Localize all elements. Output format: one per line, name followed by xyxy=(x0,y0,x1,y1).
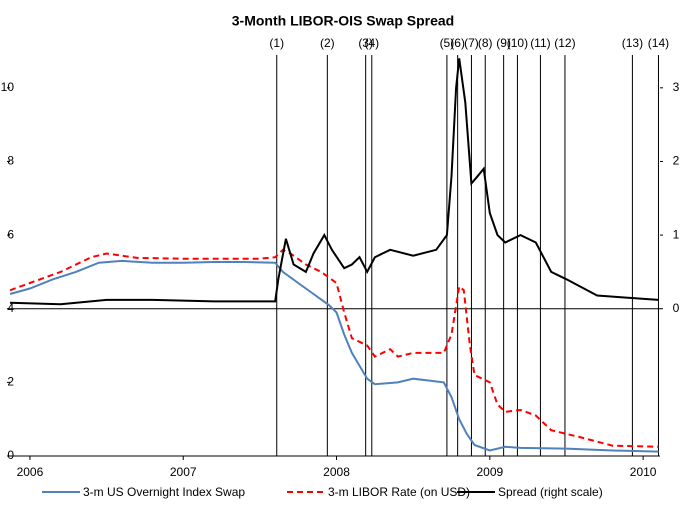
event-label: (14) xyxy=(648,36,669,50)
legend-label: Spread (right scale) xyxy=(498,485,603,499)
series-line xyxy=(9,259,659,453)
y-tick-label: 4 xyxy=(7,301,14,315)
y-tick-label: 8 xyxy=(7,154,14,168)
y2-tick-label: 2 xyxy=(673,154,680,168)
event-label: (9) xyxy=(496,36,511,50)
event-label: (10) xyxy=(507,36,528,50)
y2-tick-label: 3 xyxy=(673,80,680,94)
event-label: (13) xyxy=(622,36,643,50)
x-tick-label: 2007 xyxy=(170,465,197,479)
y2-tick-label: 0 xyxy=(673,301,680,315)
event-label: (2) xyxy=(320,36,335,50)
event-label: (4) xyxy=(364,36,379,50)
x-tick-label: 2010 xyxy=(630,465,657,479)
x-tick-label: 2006 xyxy=(17,465,44,479)
event-label: (3) xyxy=(358,36,373,50)
event-label: (7) xyxy=(464,36,479,50)
legend-label: 3-m US Overnight Index Swap xyxy=(83,485,245,499)
event-label: (8) xyxy=(478,36,493,50)
y-tick-label: 10 xyxy=(1,80,15,94)
y-tick-label: 0 xyxy=(7,448,14,462)
y-tick-label: 6 xyxy=(7,227,14,241)
event-label: (12) xyxy=(554,36,575,50)
x-tick-label: 2009 xyxy=(476,465,503,479)
event-label: (5) xyxy=(440,36,455,50)
y-tick-label: 2 xyxy=(7,375,14,389)
event-label: (11) xyxy=(530,36,550,50)
legend-label: 3-m LIBOR Rate (on USD) xyxy=(328,485,470,499)
series-line xyxy=(9,248,659,448)
event-label: (1) xyxy=(269,36,284,50)
y2-tick-label: 1 xyxy=(673,227,680,241)
x-tick-label: 2008 xyxy=(323,465,350,479)
chart-title: 3-Month LIBOR-OIS Swap Spread xyxy=(232,13,454,29)
event-label: (6) xyxy=(450,36,465,50)
series-line xyxy=(9,58,659,306)
